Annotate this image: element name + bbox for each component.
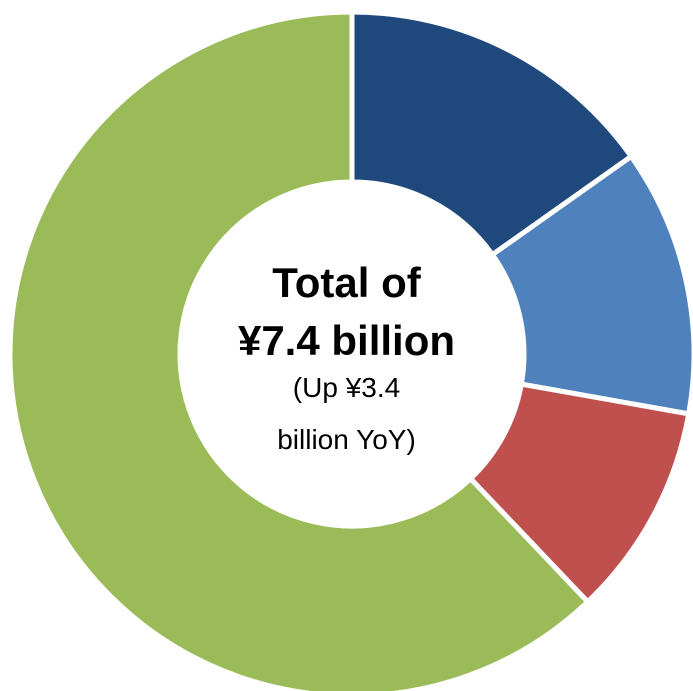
donut-slice-3 bbox=[466, 381, 692, 606]
center-total-value: ¥7.4 billion bbox=[237, 317, 456, 364]
center-change-line-1: (Up ¥3.4 bbox=[292, 372, 401, 403]
donut-slices bbox=[7, 9, 693, 691]
donut-slice-2 bbox=[488, 152, 693, 417]
center-change-line-2: billion YoY) bbox=[277, 424, 416, 455]
center-total-label: Total of bbox=[272, 259, 421, 306]
donut-slice-1 bbox=[349, 9, 635, 259]
donut-slice-4 bbox=[7, 9, 592, 691]
